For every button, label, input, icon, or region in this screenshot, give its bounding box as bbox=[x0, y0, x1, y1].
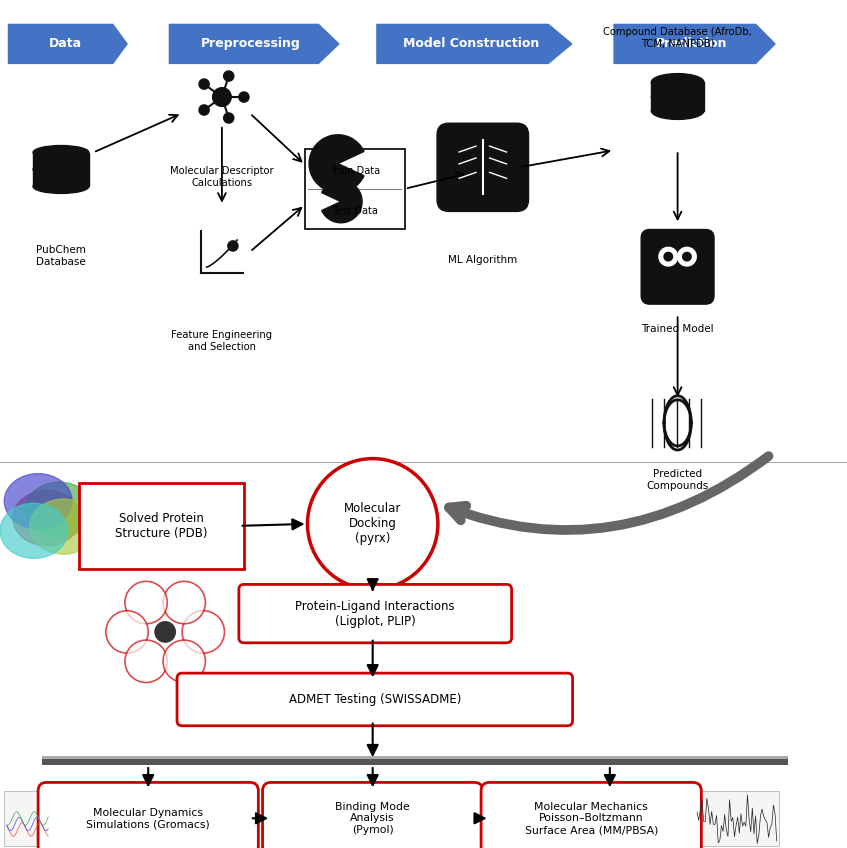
Polygon shape bbox=[169, 25, 339, 64]
Wedge shape bbox=[678, 248, 696, 266]
Text: Test Data: Test Data bbox=[332, 206, 378, 216]
Circle shape bbox=[106, 611, 148, 653]
Text: Preprocessing: Preprocessing bbox=[202, 37, 301, 50]
Text: Solved Protein
Structure (PDB): Solved Protein Structure (PDB) bbox=[115, 512, 208, 540]
Text: Train Data: Train Data bbox=[329, 166, 380, 176]
Text: Data: Data bbox=[49, 37, 82, 50]
Circle shape bbox=[199, 79, 209, 89]
Text: Compound Database (AfroDb,
TCM, NANPDB): Compound Database (AfroDb, TCM, NANPDB) bbox=[603, 27, 752, 48]
Polygon shape bbox=[8, 25, 127, 64]
Circle shape bbox=[125, 582, 168, 624]
Text: Feature Engineering
and Selection: Feature Engineering and Selection bbox=[171, 331, 273, 352]
Ellipse shape bbox=[651, 103, 704, 120]
Circle shape bbox=[224, 113, 234, 123]
FancyBboxPatch shape bbox=[695, 791, 779, 846]
Circle shape bbox=[182, 611, 224, 653]
Polygon shape bbox=[614, 25, 775, 64]
Text: Molecular Descriptor
Calculations: Molecular Descriptor Calculations bbox=[170, 166, 274, 188]
Wedge shape bbox=[659, 248, 678, 266]
Ellipse shape bbox=[651, 74, 704, 91]
Circle shape bbox=[163, 640, 206, 683]
Wedge shape bbox=[683, 253, 691, 261]
Circle shape bbox=[224, 71, 234, 81]
Circle shape bbox=[239, 92, 249, 102]
Text: Molecular Mechanics
Poisson–Boltzmann
Surface Area (MM/PBSA): Molecular Mechanics Poisson–Boltzmann Su… bbox=[524, 802, 658, 835]
Wedge shape bbox=[322, 181, 362, 223]
Ellipse shape bbox=[33, 180, 89, 193]
Circle shape bbox=[213, 87, 231, 106]
FancyBboxPatch shape bbox=[437, 123, 529, 211]
Circle shape bbox=[155, 622, 175, 642]
FancyBboxPatch shape bbox=[651, 82, 704, 97]
Text: Trained Model: Trained Model bbox=[641, 323, 714, 333]
FancyBboxPatch shape bbox=[263, 783, 483, 848]
Circle shape bbox=[228, 241, 238, 251]
FancyBboxPatch shape bbox=[305, 148, 405, 229]
Text: Molecular
Docking
(pyrx): Molecular Docking (pyrx) bbox=[344, 502, 401, 545]
Ellipse shape bbox=[13, 490, 80, 545]
Text: Prediction: Prediction bbox=[656, 37, 728, 50]
Wedge shape bbox=[664, 253, 673, 261]
Ellipse shape bbox=[0, 503, 68, 558]
Circle shape bbox=[199, 105, 209, 115]
Text: Model Construction: Model Construction bbox=[402, 37, 539, 50]
Wedge shape bbox=[309, 135, 364, 192]
FancyBboxPatch shape bbox=[239, 584, 512, 643]
Circle shape bbox=[163, 582, 206, 624]
FancyBboxPatch shape bbox=[33, 170, 89, 187]
Text: PubChem
Database: PubChem Database bbox=[36, 245, 86, 266]
FancyBboxPatch shape bbox=[79, 483, 244, 569]
Ellipse shape bbox=[4, 473, 72, 528]
FancyBboxPatch shape bbox=[38, 783, 258, 848]
FancyBboxPatch shape bbox=[481, 783, 701, 848]
FancyBboxPatch shape bbox=[42, 756, 788, 765]
Text: ML Algorithm: ML Algorithm bbox=[448, 255, 518, 265]
Text: Binding Mode
Analysis
(Pymol): Binding Mode Analysis (Pymol) bbox=[335, 802, 410, 835]
FancyBboxPatch shape bbox=[651, 97, 704, 111]
FancyBboxPatch shape bbox=[42, 756, 788, 760]
FancyBboxPatch shape bbox=[641, 230, 714, 304]
Ellipse shape bbox=[33, 163, 89, 176]
Text: ADMET Testing (SWISSADME): ADMET Testing (SWISSADME) bbox=[289, 693, 461, 706]
Ellipse shape bbox=[30, 499, 97, 554]
FancyBboxPatch shape bbox=[4, 791, 51, 846]
Ellipse shape bbox=[33, 146, 89, 159]
FancyBboxPatch shape bbox=[177, 673, 573, 726]
Circle shape bbox=[307, 459, 438, 589]
Text: Molecular Dynamics
Simulations (Gromacs): Molecular Dynamics Simulations (Gromacs) bbox=[86, 807, 210, 829]
Polygon shape bbox=[377, 25, 572, 64]
Ellipse shape bbox=[25, 482, 93, 537]
Ellipse shape bbox=[651, 88, 704, 105]
Text: Protein-Ligand Interactions
(Ligplot, PLIP): Protein-Ligand Interactions (Ligplot, PL… bbox=[296, 600, 455, 628]
Text: Predicted
Compounds: Predicted Compounds bbox=[646, 469, 709, 491]
Circle shape bbox=[125, 640, 168, 683]
FancyBboxPatch shape bbox=[33, 153, 89, 170]
